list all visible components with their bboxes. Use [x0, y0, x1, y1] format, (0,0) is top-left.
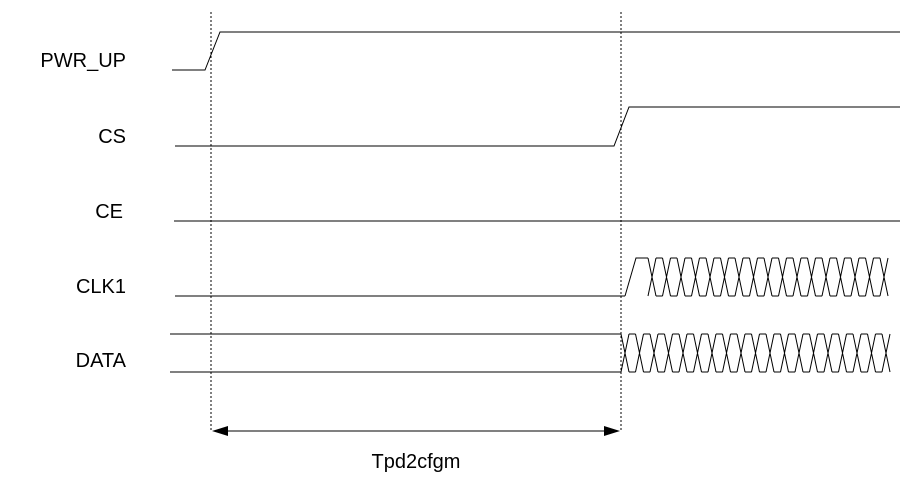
interval-arrow-left-head: [212, 426, 228, 436]
clk1-first-rise: [624, 257, 648, 297]
waveform-cs: [175, 106, 900, 147]
waveform-pwr-up: [172, 31, 900, 71]
signal-label-pwr-up: PWR_UP: [40, 50, 126, 72]
interval-arrow-right-head: [604, 426, 620, 436]
signal-label-ce: CE: [95, 201, 123, 223]
waveform-data: [170, 333, 891, 373]
clk1-bus-transitions: [647, 257, 889, 297]
signal-label-data: DATA: [76, 350, 127, 372]
waveform-clk1: [175, 257, 889, 297]
timing-interval-arrow: [212, 426, 620, 436]
signal-label-cs: CS: [98, 126, 126, 148]
data-bus-transitions: [620, 333, 891, 373]
signal-label-clk1: CLK1: [76, 276, 126, 298]
interval-label: Tpd2cfgm: [372, 451, 461, 473]
